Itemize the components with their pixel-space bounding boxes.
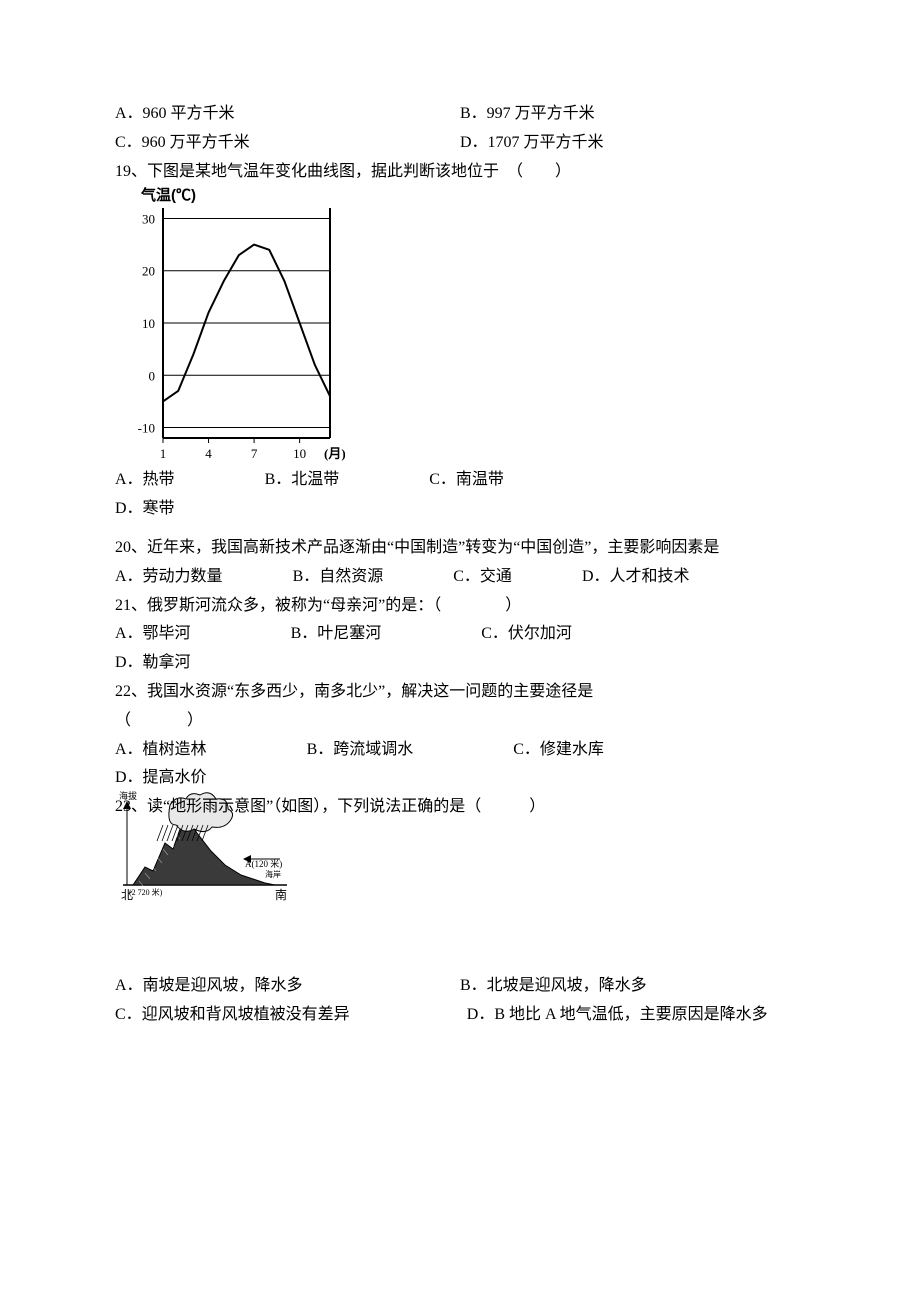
q23-option-a: A．南坡是迎风坡，降水多 bbox=[115, 972, 460, 1001]
q20-option-c: C．交通 bbox=[453, 563, 512, 592]
q21-stem: 21、俄罗斯河流众多，被称为“母亲河”的是：（ ） bbox=[115, 592, 805, 621]
q21-option-b: B．叶尼塞河 bbox=[291, 620, 382, 649]
q21-options: A．鄂毕河 B．叶尼塞河 C．伏尔加河 D．勒拿河 bbox=[115, 620, 805, 678]
svg-text:0: 0 bbox=[149, 369, 156, 384]
q19-temperature-chart: 气温(℃) -10010203014710(月) bbox=[115, 186, 345, 466]
q22-option-b: B．跨流域调水 bbox=[307, 736, 414, 765]
svg-text:(月): (月) bbox=[324, 446, 345, 461]
q20-option-b: B．自然资源 bbox=[293, 563, 384, 592]
q23-stem: 23、读“地形雨示意图”（如图），下列说法正确的是（ ） bbox=[115, 793, 805, 822]
svg-text:4: 4 bbox=[205, 446, 212, 461]
q21-option-d: D．勒拿河 bbox=[115, 649, 191, 678]
q19-option-a: A．热带 bbox=[115, 466, 175, 495]
q20-stem: 20、近年来，我国高新技术产品逐渐由“中国制造”转变为“中国创造”，主要影响因素… bbox=[115, 534, 805, 563]
q18-option-a: A．960 平方千米 bbox=[115, 100, 460, 129]
q20-option-a: A．劳动力数量 bbox=[115, 563, 223, 592]
q19-option-b: B．北温带 bbox=[265, 466, 340, 495]
q22-options: A．植树造林 B．跨流域调水 C．修建水库 D．提高水价 bbox=[115, 736, 805, 794]
q18-option-b: B．997 万平方千米 bbox=[460, 100, 805, 129]
q21-option-a: A．鄂毕河 bbox=[115, 620, 191, 649]
q19-stem: 19、下图是某地气温年变化曲线图，据此判断该地位于 （ ） bbox=[115, 158, 805, 187]
q19-chart-svg: -10 0 10 20 30 1 4 7 10 (月) bbox=[115, 186, 345, 466]
svg-text:7: 7 bbox=[251, 446, 258, 461]
q18-option-c: C．960 万平方千米 bbox=[115, 129, 460, 158]
svg-text:10: 10 bbox=[142, 316, 155, 331]
svg-text:-10: -10 bbox=[138, 421, 155, 436]
q19-option-d: D．寒带 bbox=[115, 495, 805, 524]
q22-option-a: A．植树造林 bbox=[115, 736, 207, 765]
q23-block: 23、读“地形雨示意图”（如图），下列说法正确的是（ ） 海拔北南A(120 米… bbox=[115, 793, 805, 912]
q23-option-d: D．B 地比 A 地气温低，主要原因是降水多 bbox=[467, 1001, 805, 1030]
q23-option-b: B．北坡是迎风坡，降水多 bbox=[460, 972, 805, 1001]
svg-text:海岸: 海岸 bbox=[265, 869, 281, 879]
svg-text:20: 20 bbox=[142, 264, 155, 279]
q23-option-c: C．迎风坡和背风坡植被没有差异 bbox=[115, 1001, 467, 1030]
document-page: A．960 平方千米 B．997 万平方千米 C．960 万平方千米 D．170… bbox=[0, 0, 920, 1302]
q20-options: A．劳动力数量 B．自然资源 C．交通 D．人才和技术 bbox=[115, 563, 805, 592]
q22-stem-line1: 22、我国水资源“东多西少，南多北少”，解决这一问题的主要途径是 bbox=[115, 678, 805, 707]
svg-text:A(120 米): A(120 米) bbox=[245, 858, 282, 869]
q19-chart-title: 气温(℃) bbox=[141, 182, 196, 209]
q18-options: A．960 平方千米 B．997 万平方千米 C．960 万平方千米 D．170… bbox=[115, 100, 805, 158]
svg-text:1: 1 bbox=[160, 446, 167, 461]
svg-text:南: 南 bbox=[275, 887, 287, 902]
q18-option-d: D．1707 万平方千米 bbox=[460, 129, 805, 158]
q20-option-d: D．人才和技术 bbox=[582, 563, 690, 592]
spacer bbox=[115, 912, 805, 972]
svg-text:30: 30 bbox=[142, 212, 155, 227]
spacer bbox=[115, 524, 805, 534]
q19-options: A．热带 B．北温带 C．南温带 bbox=[115, 466, 805, 495]
q22-stem-line2: （ ） bbox=[115, 707, 805, 736]
q19-option-c: C．南温带 bbox=[429, 466, 504, 495]
svg-text:10: 10 bbox=[293, 446, 306, 461]
q21-option-c: C．伏尔加河 bbox=[481, 620, 572, 649]
q23-options: A．南坡是迎风坡，降水多 B．北坡是迎风坡，降水多 C．迎风坡和背风坡植被没有差… bbox=[115, 972, 805, 1030]
svg-text:(2 720 米): (2 720 米) bbox=[129, 887, 163, 897]
q22-option-c: C．修建水库 bbox=[513, 736, 604, 765]
